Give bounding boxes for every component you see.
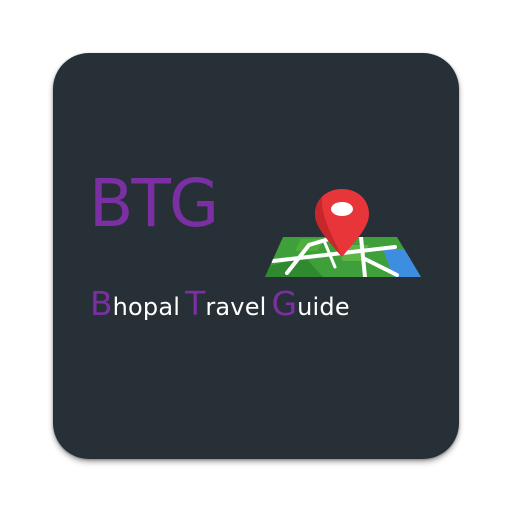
map-pin-icon bbox=[265, 189, 421, 277]
app-full-name: Bhopal Travel Guide bbox=[90, 287, 350, 320]
word-rest: hopal bbox=[112, 293, 181, 321]
word-rest: uide bbox=[297, 293, 350, 321]
word-rest: ravel bbox=[205, 293, 267, 321]
name-word: Travel bbox=[185, 287, 266, 320]
word-initial: G bbox=[271, 284, 298, 323]
app-icon-tile[interactable]: BTG bbox=[53, 53, 459, 459]
location-marker bbox=[315, 189, 369, 257]
word-initial: B bbox=[90, 284, 113, 323]
app-abbreviation: BTG bbox=[89, 165, 219, 242]
name-word: Bhopal bbox=[90, 287, 180, 320]
name-word: Guide bbox=[272, 287, 350, 320]
word-initial: T bbox=[185, 284, 206, 323]
